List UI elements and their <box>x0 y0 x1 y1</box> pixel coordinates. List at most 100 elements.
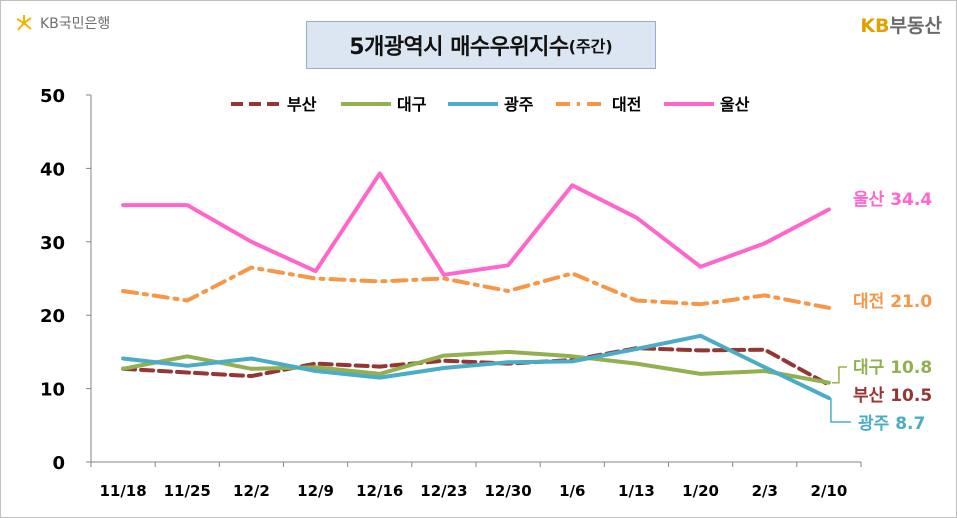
data-point-울산 <box>442 273 445 276</box>
series-lines-group <box>121 171 831 401</box>
series-line-광주 <box>121 333 831 401</box>
data-point-대전 <box>186 299 189 302</box>
data-point-대전 <box>507 289 510 292</box>
data-point-대전 <box>571 272 574 275</box>
data-point-대전 <box>314 277 317 280</box>
end-label-leader-광주 <box>830 398 851 423</box>
data-point-부산 <box>442 359 445 362</box>
end-label-부산: 부산 10.5 <box>853 386 932 406</box>
brand-left-text: KB국민은행 <box>40 16 111 32</box>
data-point-대구 <box>635 362 638 365</box>
data-point-대구 <box>250 367 253 370</box>
data-point-광주 <box>250 357 253 360</box>
data-point-대전 <box>635 299 638 302</box>
legend-label-광주: 광주 <box>504 95 534 114</box>
y-tick-label: 10 <box>40 380 65 401</box>
axes-group: 0 10 20 30 40 50 11/18 11/25 12/2 12/9 12/16 12/23 1… <box>40 86 862 500</box>
data-point-광주 <box>186 364 189 367</box>
series-line-대구 <box>121 349 831 385</box>
kb-star-icon <box>16 15 32 31</box>
series-line-부산 <box>121 346 831 387</box>
data-point-울산 <box>314 270 317 273</box>
end-label-대구: 대구 10.8 <box>853 358 932 378</box>
data-point-대구 <box>507 350 510 353</box>
legend-label-부산: 부산 <box>287 95 317 114</box>
x-tick-label: 12/23 <box>420 482 467 500</box>
data-point-울산 <box>378 172 381 175</box>
data-point-광주 <box>122 357 125 360</box>
data-point-울산 <box>699 265 702 268</box>
data-point-부산 <box>186 371 189 374</box>
kb-realestate-logo: KB부동산 <box>860 11 942 38</box>
data-point-광주 <box>827 397 830 400</box>
data-point-광주 <box>378 376 381 379</box>
data-point-광주 <box>507 361 510 364</box>
data-point-부산 <box>250 375 253 378</box>
data-point-부산 <box>699 349 702 352</box>
data-point-울산 <box>763 242 766 245</box>
data-point-울산 <box>827 208 830 211</box>
data-point-대전 <box>378 280 381 283</box>
data-point-광주 <box>442 367 445 370</box>
chart-title-box: 5개광역시 매수우위지수 (주간) <box>306 21 656 69</box>
y-tick-label: 40 <box>40 159 65 180</box>
data-point-대구 <box>378 372 381 375</box>
legend-label-대구: 대구 <box>397 95 427 114</box>
y-tick-label: 30 <box>40 233 65 254</box>
x-tick-label: 12/9 <box>297 482 334 500</box>
data-point-대전 <box>122 289 125 292</box>
data-point-대전 <box>827 306 830 309</box>
chart-title: 5개광역시 매수우위지수 <box>349 35 569 60</box>
data-point-광주 <box>699 334 702 337</box>
data-point-대구 <box>314 366 317 369</box>
y-tick-label: 50 <box>40 86 65 107</box>
x-tick-label: 12/16 <box>356 482 403 500</box>
chart-title-suffix: (주간) <box>568 37 613 56</box>
data-point-대전 <box>250 266 253 269</box>
data-point-부산 <box>314 362 317 365</box>
x-tick-label: 1/6 <box>559 482 585 500</box>
end-label-leader-대구 <box>831 366 847 384</box>
legend: 부산 대구 광주 대전 울산 <box>231 95 750 114</box>
end-label-대전: 대전 21.0 <box>853 292 932 312</box>
data-point-광주 <box>635 347 638 350</box>
x-tick-label: 12/2 <box>233 482 270 500</box>
data-point-울산 <box>571 184 574 187</box>
x-tick-label: 12/30 <box>484 482 531 500</box>
data-point-광주 <box>571 360 574 363</box>
end-label-울산: 울산 34.4 <box>853 190 932 210</box>
data-point-대구 <box>122 367 125 370</box>
data-point-대구 <box>571 355 574 358</box>
x-tick-label: 2/3 <box>752 482 778 500</box>
data-point-울산 <box>250 240 253 243</box>
series-line-울산 <box>121 171 831 277</box>
kb-bank-logo: KB국민은행 <box>15 13 110 33</box>
data-point-대전 <box>442 277 445 280</box>
data-point-대구 <box>827 381 830 384</box>
y-tick-label: 0 <box>52 453 65 474</box>
data-point-울산 <box>186 204 189 207</box>
legend-label-대전: 대전 <box>612 95 641 114</box>
data-point-울산 <box>635 216 638 219</box>
brand-right-name: 부동산 <box>889 15 942 37</box>
data-point-울산 <box>507 264 510 267</box>
x-tick-label: 2/10 <box>811 482 848 500</box>
x-tick-label: 11/18 <box>99 482 146 500</box>
data-point-부산 <box>763 348 766 351</box>
data-point-대구 <box>442 354 445 357</box>
end-labels-group: 부산 10.5 대구 10.8 광주 8.7 대전 21.0 울산 34.4 <box>830 190 932 434</box>
y-tick-label: 20 <box>40 306 65 327</box>
data-point-대구 <box>699 372 702 375</box>
x-tick-label: 11/25 <box>164 482 211 500</box>
data-point-대구 <box>186 355 189 358</box>
brand-right-kb: KB <box>860 15 890 37</box>
data-point-울산 <box>122 204 125 207</box>
data-point-대전 <box>763 294 766 297</box>
series-line-대전 <box>121 265 831 310</box>
data-point-광주 <box>763 366 766 369</box>
x-tick-label: 1/13 <box>618 482 655 500</box>
data-point-광주 <box>314 369 317 372</box>
legend-label-울산: 울산 <box>720 95 750 114</box>
